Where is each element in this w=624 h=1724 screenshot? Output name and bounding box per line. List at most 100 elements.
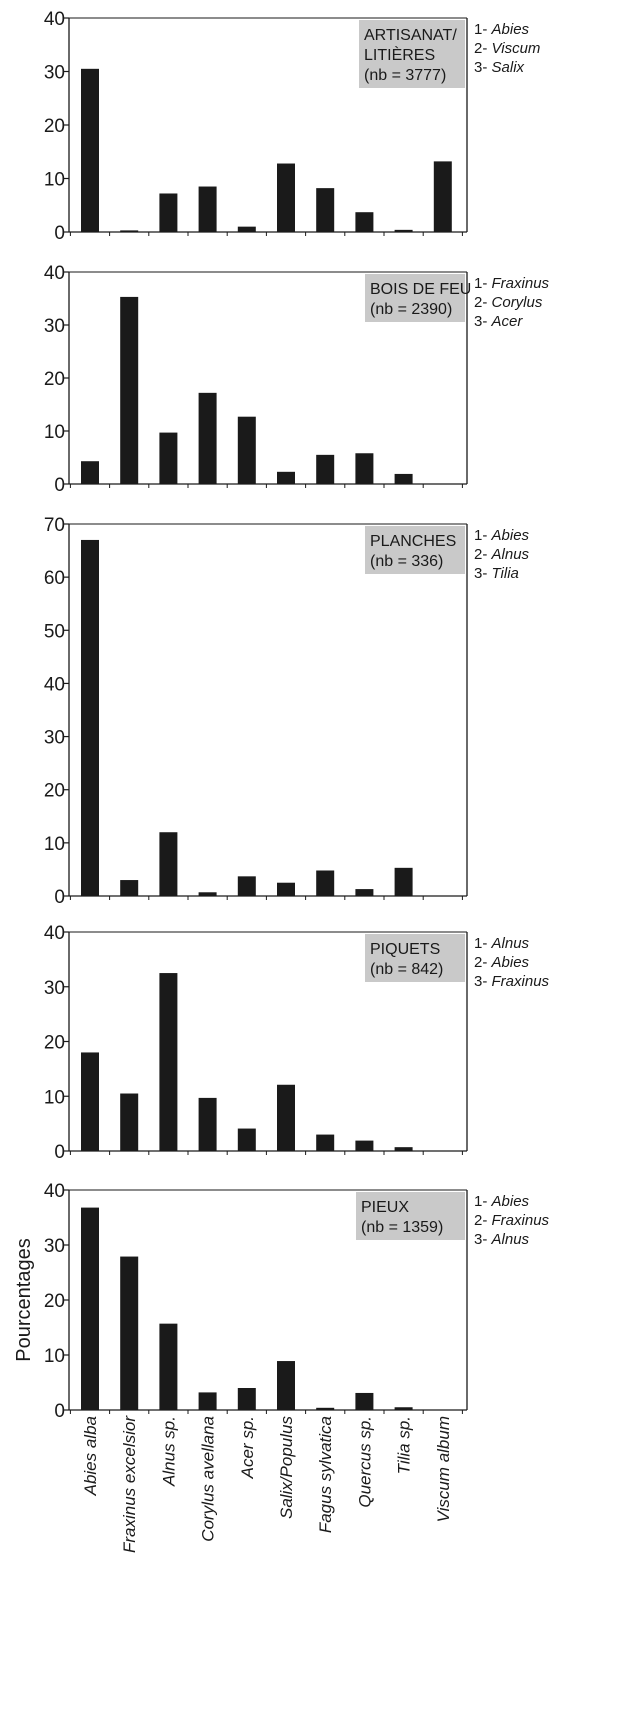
ranking-entry: 2- Abies — [474, 954, 530, 971]
category-title-line: PIQUETS — [370, 941, 440, 958]
rank-genus-name: Abies — [491, 1193, 530, 1210]
y-tick-label: 30 — [44, 728, 65, 749]
label-box-background — [356, 1192, 465, 1240]
bar-alnus-sp — [159, 973, 178, 1151]
y-tick-label: 0 — [54, 475, 65, 496]
x-category-label: Quercus sp. — [355, 1416, 374, 1508]
bar-acer-sp — [237, 226, 256, 232]
sample-count-label: (nb = 842) — [370, 961, 443, 978]
bar-corylus-avellana — [198, 892, 217, 896]
ranking-entry: 1- Alnus — [474, 935, 530, 952]
x-category-label: Salix/Populus — [277, 1416, 296, 1520]
category-label-box: BOIS DE FEU (nb = 2390) — [365, 274, 471, 322]
y-tick-label: 40 — [44, 263, 65, 284]
rank-number: 3- — [474, 973, 492, 990]
x-category-label: Alnus sp. — [159, 1416, 178, 1487]
y-tick-label: 20 — [44, 1033, 65, 1054]
rank-genus-name: Abies — [491, 954, 530, 971]
bar-quercus-sp — [355, 1392, 374, 1410]
label-box-background — [365, 526, 465, 574]
rank-genus-name: Corylus — [492, 294, 543, 311]
bar-fagus-sylvatica — [316, 870, 335, 896]
y-tick-label: 40 — [44, 674, 65, 695]
bar-corylus-avellana — [198, 392, 217, 484]
bar-acer-sp — [237, 1388, 256, 1410]
rank-genus-name: Fraxinus — [492, 973, 550, 990]
ranking-entry: 3- Fraxinus — [474, 973, 550, 990]
category-label-box: ARTISANAT/LITIÈRES (nb = 3777) — [359, 20, 465, 88]
panel-planches: 0 10 20 30 40 50 60 70 PLANCHES (nb = 336) 1- Abie… — [44, 515, 530, 908]
x-category-label: Acer sp. — [238, 1416, 257, 1479]
y-tick-label: 40 — [44, 9, 65, 30]
x-category-label: Fraxinus excelsior — [120, 1415, 139, 1553]
ranking-entry: 3- Salix — [474, 59, 525, 76]
y-tick-label: 10 — [44, 422, 65, 443]
rank-genus-name: Alnus — [491, 935, 530, 952]
bar-fraxinus-excelsior — [120, 1093, 139, 1151]
bar-quercus-sp — [355, 889, 374, 896]
y-tick-label: 10 — [44, 170, 65, 191]
rank-number: 2- — [474, 294, 492, 311]
ranking-entry: 1- Abies — [474, 21, 530, 38]
bar-salix-populus — [277, 882, 295, 896]
rank-number: 1- — [474, 21, 492, 38]
rank-number: 1- — [474, 935, 492, 952]
y-tick-label: 0 — [54, 1401, 65, 1422]
ranking-entry: 1- Fraxinus — [474, 275, 550, 292]
bar-quercus-sp — [355, 212, 374, 232]
bar-fraxinus-excelsior — [120, 1256, 139, 1410]
y-tick-label: 50 — [44, 621, 65, 642]
x-category-label: Tilia sp. — [395, 1416, 414, 1474]
bar-corylus-avellana — [198, 1097, 217, 1151]
y-tick-label: 20 — [44, 781, 65, 802]
species-ranking-legend: 1- Abies 2- Alnus 3- Tilia — [474, 527, 530, 582]
bar-quercus-sp — [355, 1140, 374, 1151]
y-axis-title: Pourcentages — [13, 1238, 35, 1361]
bar-tilia-sp — [394, 867, 413, 896]
rank-number: 3- — [474, 313, 492, 330]
rank-number: 2- — [474, 1212, 492, 1229]
x-category-label: Viscum album — [434, 1416, 453, 1522]
bar-abies-alba — [81, 539, 99, 896]
bar-abies-alba — [81, 68, 99, 232]
bar-tilia-sp — [394, 1407, 413, 1410]
y-tick-label: 0 — [54, 223, 65, 244]
ranking-entry: 3- Alnus — [474, 1231, 530, 1248]
label-box-background — [365, 934, 465, 982]
bar-fraxinus-excelsior — [120, 880, 139, 896]
rank-genus-name: Abies — [491, 527, 530, 544]
rank-number: 2- — [474, 546, 492, 563]
rank-number: 3- — [474, 1231, 492, 1248]
rank-number: 2- — [474, 40, 492, 57]
bar-tilia-sp — [394, 1147, 413, 1151]
rank-genus-name: Fraxinus — [492, 275, 550, 292]
y-tick-label: 10 — [44, 1346, 65, 1367]
label-box-background — [359, 20, 465, 88]
panel-artisanat-liti-res: 0 10 20 30 40 ARTISANAT/LITIÈRES (nb = 3777) 1-… — [44, 9, 541, 244]
y-tick-label: 20 — [44, 1291, 65, 1312]
y-tick-label: 30 — [44, 316, 65, 337]
rank-genus-name: Tilia — [492, 565, 519, 582]
category-title-line: PIEUX — [361, 1199, 409, 1216]
bar-salix-populus — [277, 1084, 295, 1151]
rank-genus-name: Acer — [491, 313, 524, 330]
bar-salix-populus — [277, 1361, 295, 1410]
bar-acer-sp — [237, 876, 256, 896]
rank-genus-name: Abies — [491, 21, 530, 38]
y-tick-label: 40 — [44, 923, 65, 944]
category-label-box: PIEUX (nb = 1359) — [356, 1192, 465, 1240]
bar-alnus-sp — [159, 1323, 178, 1410]
bar-salix-populus — [277, 471, 295, 484]
bar-alnus-sp — [159, 832, 178, 896]
bar-fagus-sylvatica — [316, 188, 335, 232]
y-tick-label: 10 — [44, 834, 65, 855]
y-tick-label: 30 — [44, 63, 65, 84]
y-tick-label: 30 — [44, 978, 65, 999]
x-category-label: Corylus avellana — [199, 1416, 218, 1542]
panel-piquets: 0 10 20 30 40 PIQUETS (nb = 842) 1- Alnus 2- Abi… — [44, 923, 550, 1163]
panel-pieux: 0 10 20 30 40 PIEUX (nb = 1359) 1- Abies 2- Frax… — [13, 1181, 550, 1553]
category-title-line: ARTISANAT/ — [364, 27, 457, 44]
bar-abies-alba — [81, 1052, 99, 1151]
bar-viscum-album — [433, 161, 452, 232]
